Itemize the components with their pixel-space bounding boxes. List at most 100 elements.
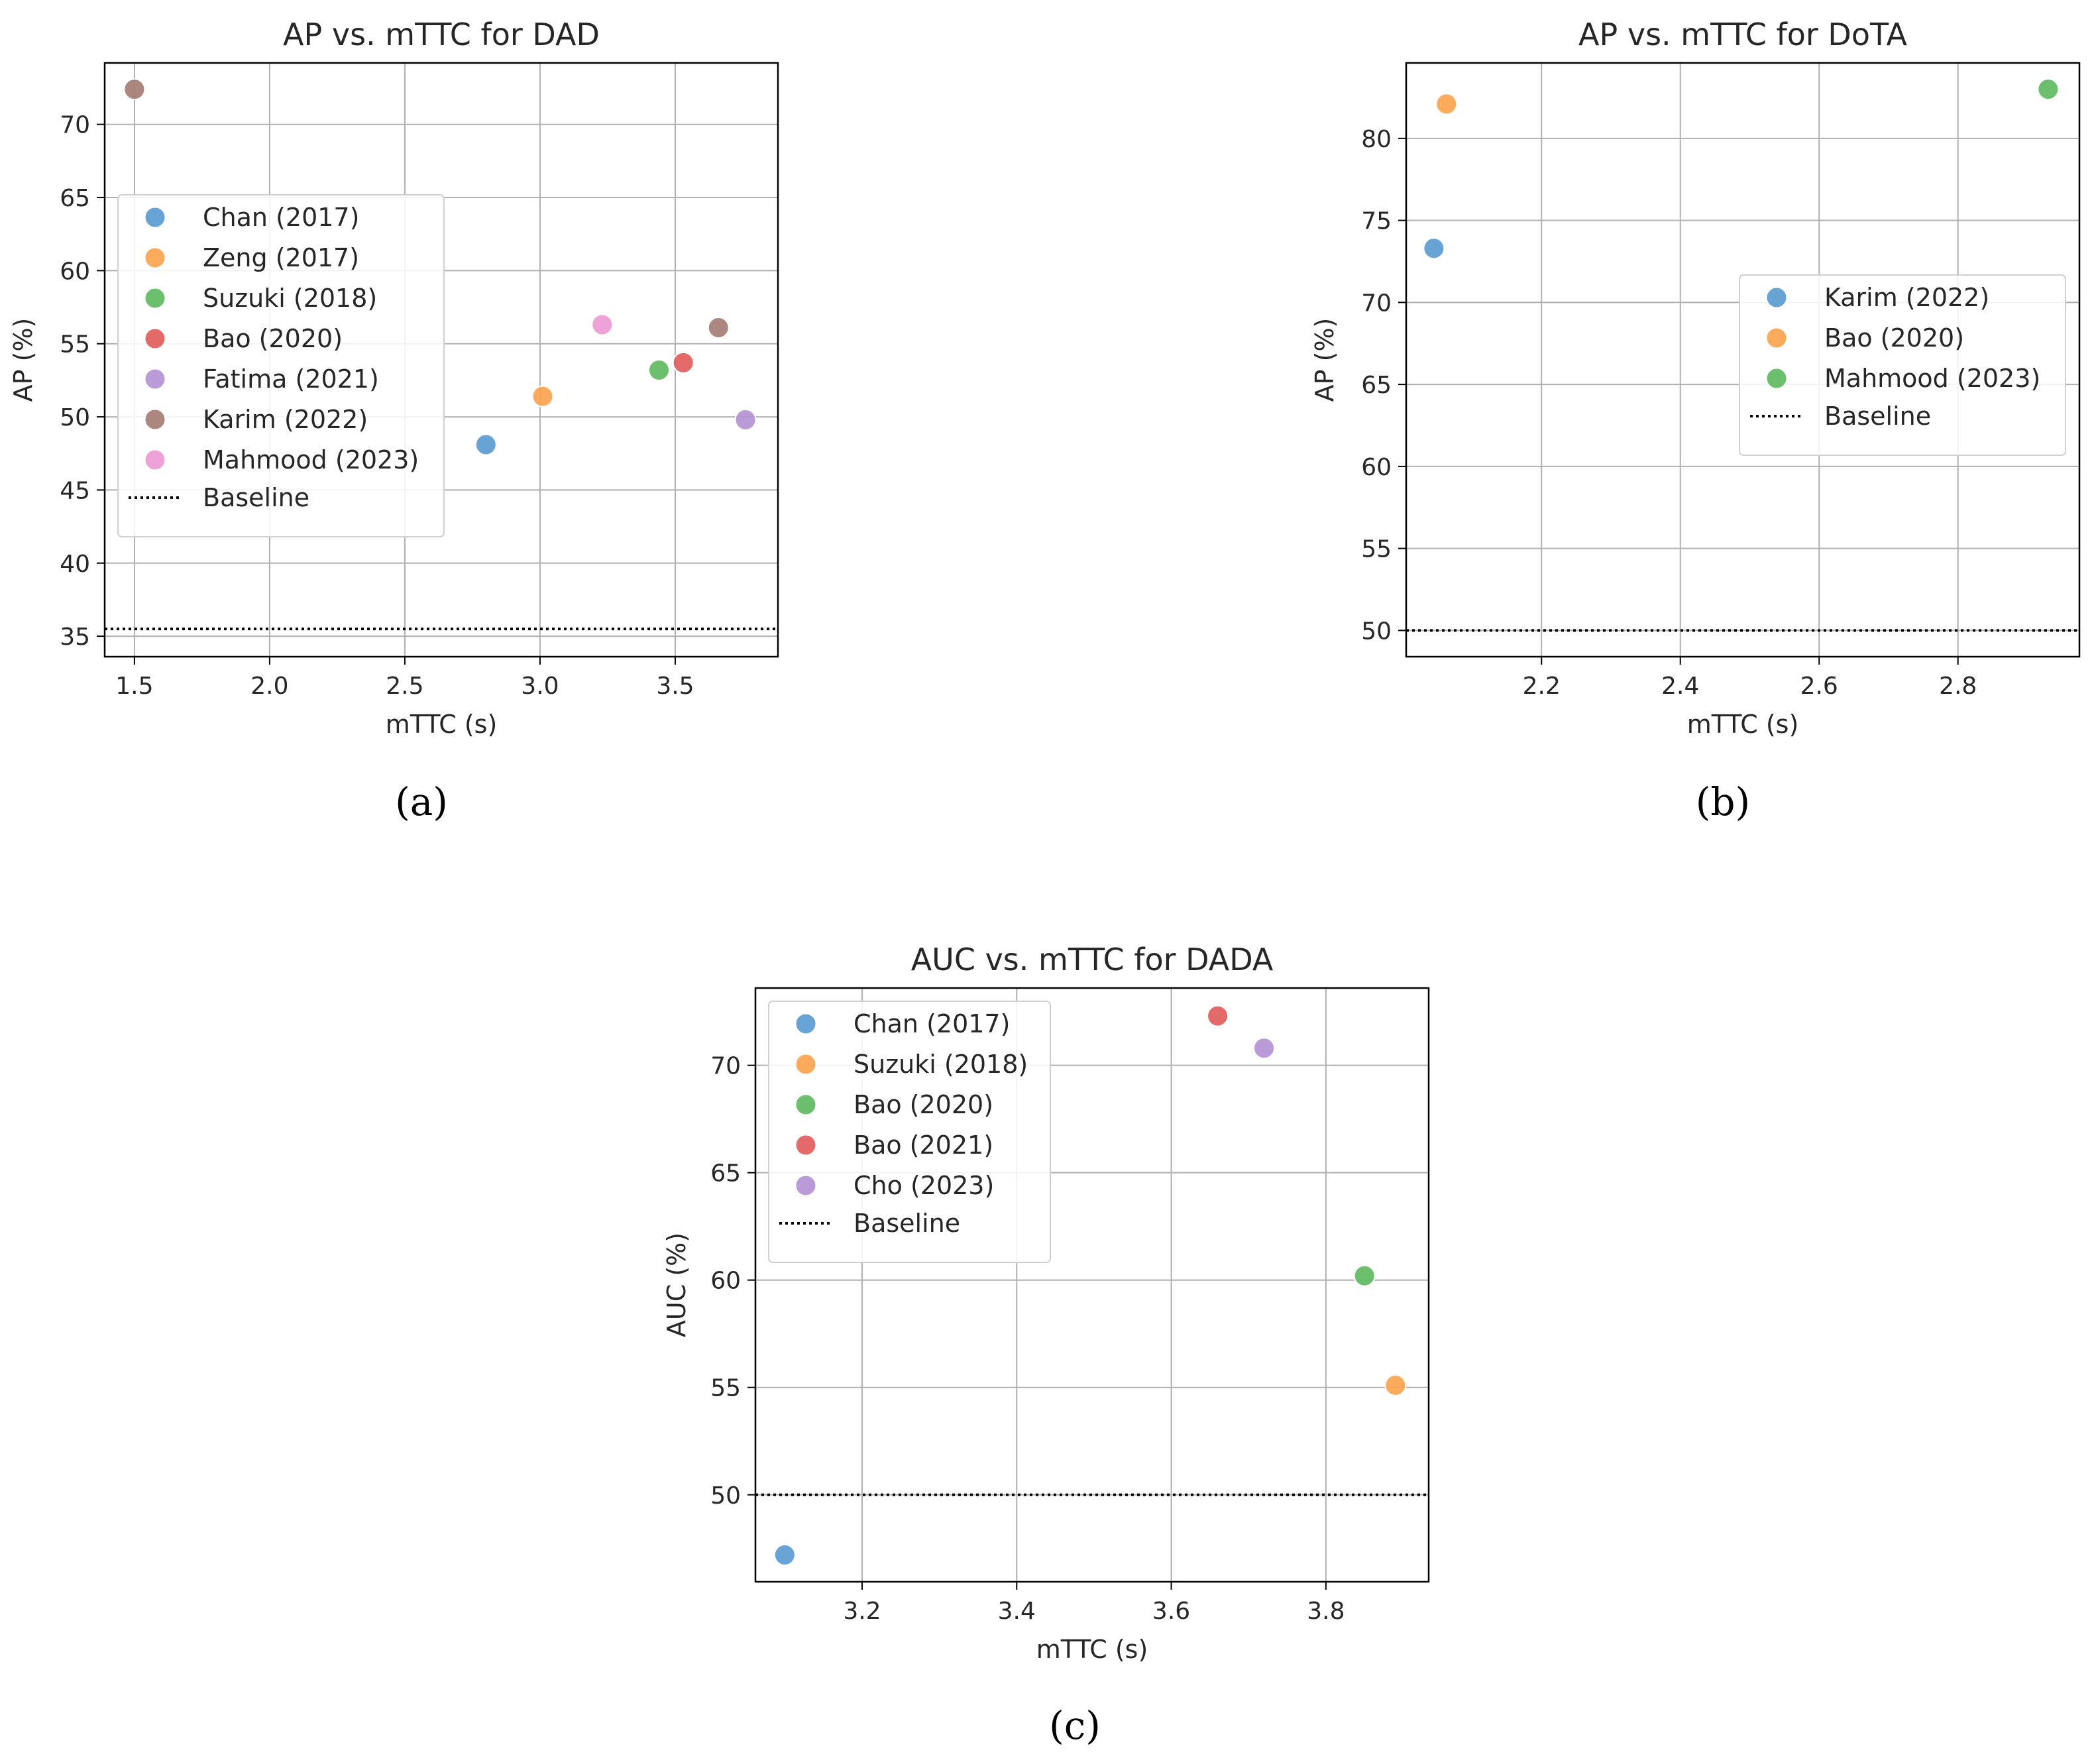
- x-tick-label: 3.6: [1152, 1598, 1190, 1625]
- y-tick-label: 60: [60, 258, 90, 285]
- legend: Chan (2017) Zeng (2017) Suzuki (2018) Bao (…: [117, 194, 445, 537]
- chart-title: AP vs. mTTC for DAD: [283, 17, 600, 52]
- legend-marker: [144, 449, 166, 471]
- panel-caption: (b): [1696, 779, 1750, 824]
- x-tick-label: 2.0: [250, 673, 288, 700]
- data-point: [734, 408, 757, 431]
- legend-label: Baseline: [203, 483, 309, 512]
- y-tick-label: 65: [60, 185, 90, 212]
- data-point: [123, 78, 146, 101]
- legend-label: Bao (2020): [854, 1090, 993, 1119]
- legend-marker: [144, 206, 166, 229]
- legend-marker: [144, 368, 166, 390]
- x-tick-label: 2.6: [1800, 673, 1838, 700]
- legend-marker: [144, 287, 166, 309]
- legend-marker: [1765, 327, 1788, 349]
- data-point: [1207, 1005, 1229, 1027]
- legend-label: Bao (2020): [1824, 323, 1964, 353]
- data-point: [707, 316, 730, 339]
- y-tick-label: 40: [60, 551, 90, 578]
- data-point: [773, 1543, 796, 1566]
- legend-label: Baseline: [1824, 402, 1931, 431]
- legend-label: Mahmood (2023): [203, 445, 419, 474]
- legend-label: Cho (2023): [854, 1171, 994, 1200]
- legend-marker: [795, 1174, 817, 1197]
- y-axis-label: AP (%): [9, 318, 38, 402]
- chart-panel-3: AUC vs. mTTC for DADA 3.2 3.4 3.6 3.8 50 55 60 6…: [662, 942, 1430, 1748]
- legend-label: Mahmood (2023): [1824, 364, 2040, 393]
- x-axis-label: mTTC (s): [1036, 1635, 1148, 1664]
- x-axis-label: mTTC (s): [1687, 710, 1799, 739]
- y-tick-label: 65: [1361, 372, 1392, 399]
- legend-label: Chan (2017): [854, 1009, 1010, 1038]
- chart-panel-2: AP vs. mTTC for DoTA 2.2 2.4 2.6 2.8 50 55 60 65…: [1310, 17, 2081, 824]
- legend-label: Zeng (2017): [203, 243, 359, 272]
- legend-box: [117, 194, 445, 537]
- x-tick-label: 2.5: [386, 673, 423, 700]
- y-tick-label: 60: [1361, 454, 1392, 481]
- plot-frame: [1405, 62, 2081, 658]
- legend-label: Karim (2022): [203, 405, 368, 434]
- x-tick-label: 2.2: [1523, 673, 1561, 700]
- y-tick-label: 80: [1361, 126, 1392, 153]
- data-point: [1384, 1374, 1407, 1396]
- y-tick-label: 50: [1361, 618, 1392, 645]
- x-tick-label: 3.5: [656, 673, 694, 700]
- legend-marker: [795, 1093, 817, 1116]
- y-tick-label: 60: [710, 1268, 741, 1295]
- legend-label: Bao (2021): [854, 1130, 993, 1160]
- data-point: [1423, 237, 1445, 260]
- x-tick-label: 2.4: [1661, 673, 1699, 700]
- legend-marker: [795, 1013, 817, 1035]
- x-tick-label: 3.4: [998, 1598, 1036, 1625]
- data-point: [2037, 78, 2060, 101]
- legend: Karim (2022) Bao (2020) Mahmood (2023) Base…: [1739, 274, 2066, 456]
- legend-box: [768, 1001, 1051, 1263]
- y-axis-label: AP (%): [1310, 318, 1339, 402]
- legend-label: Fatima (2021): [203, 364, 379, 394]
- y-tick-label: 70: [710, 1053, 741, 1080]
- legend-label: Chan (2017): [203, 203, 359, 232]
- legend: Chan (2017) Suzuki (2018) Bao (2020) Bao (2…: [768, 1001, 1051, 1263]
- legend-marker: [144, 327, 166, 350]
- legend-marker: [795, 1134, 817, 1156]
- legend-label: Suzuki (2018): [203, 284, 377, 313]
- x-tick-label: 3.2: [843, 1598, 881, 1625]
- legend-label: Bao (2020): [203, 324, 343, 353]
- legend-marker: [1765, 367, 1788, 390]
- legend-label: Suzuki (2018): [854, 1050, 1028, 1079]
- legend-marker: [144, 408, 166, 431]
- legend-marker: [144, 247, 166, 269]
- x-tick-label: 2.8: [1939, 673, 1977, 700]
- plot-frame: [103, 62, 779, 658]
- data-point: [1353, 1264, 1376, 1287]
- data-point: [1253, 1037, 1276, 1060]
- data-point: [1435, 93, 1458, 115]
- panel-caption: (c): [1049, 1703, 1101, 1748]
- chart-title: AP vs. mTTC for DoTA: [1578, 17, 1907, 52]
- legend-marker: [795, 1053, 817, 1075]
- x-tick-label: 3.8: [1307, 1598, 1345, 1625]
- x-axis-label: mTTC (s): [386, 710, 498, 739]
- panel-caption: (a): [395, 779, 448, 824]
- legend-box: [1739, 274, 2066, 456]
- data-point: [672, 351, 694, 374]
- legend-label: Baseline: [854, 1209, 960, 1238]
- chart-title: AUC vs. mTTC for DADA: [911, 942, 1274, 977]
- y-tick-label: 75: [1361, 208, 1392, 235]
- y-tick-label: 55: [60, 331, 90, 358]
- plot-frame: [754, 987, 1430, 1583]
- y-tick-label: 70: [60, 112, 90, 139]
- legend-marker: [1765, 286, 1788, 309]
- y-tick-label: 55: [1361, 536, 1392, 563]
- chart-panel-1: AP vs. mTTC for DAD 1.5 2.0 2.5 3.0 3.5 35 40 45…: [9, 17, 779, 824]
- data-point: [531, 385, 554, 408]
- y-tick-label: 55: [710, 1375, 741, 1402]
- y-tick-label: 50: [60, 404, 90, 431]
- y-axis-label: AUC (%): [662, 1233, 691, 1337]
- data-point: [474, 433, 497, 456]
- x-tick-label: 3.0: [521, 673, 559, 700]
- data-point: [591, 313, 614, 336]
- legend-label: Karim (2022): [1824, 283, 1989, 312]
